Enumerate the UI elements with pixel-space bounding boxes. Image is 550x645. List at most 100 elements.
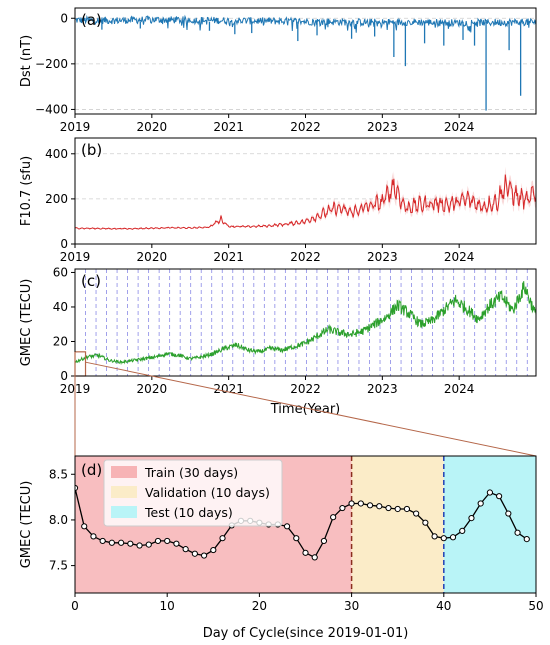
x-tick-label: 2020	[137, 250, 168, 264]
y-tick-label: 20	[53, 334, 68, 348]
gmec-daily-point	[90, 533, 97, 540]
x-tick-label: 2024	[444, 120, 475, 134]
y-tick-label: 0	[60, 369, 68, 383]
gmec-daily-point	[348, 500, 355, 507]
x-tick-label: 2023	[367, 382, 398, 396]
panel-label: (d)	[81, 461, 102, 479]
y-tick-label: 400	[45, 147, 68, 161]
panel-a: 0 −200 −400 2019 2020 2021 2022 2023 2024 Dst (nT…	[19, 7, 537, 134]
x-tick-label: 2024	[444, 250, 475, 264]
gmec-daily-point	[293, 535, 300, 542]
y-tick-label: −400	[35, 102, 68, 116]
gmec-daily-point	[449, 534, 457, 541]
gmec-daily-point	[431, 533, 438, 540]
legend-box	[103, 459, 283, 527]
y-tick-label: 40	[53, 300, 68, 314]
legend-swatch	[111, 506, 137, 518]
gmec-daily-point	[127, 540, 134, 547]
x-tick-label: 2022	[290, 120, 321, 134]
y-axis-label: Dst (nT)	[19, 35, 34, 87]
x-tick-label: 2019	[60, 250, 91, 264]
f107-series-line	[75, 174, 536, 230]
gmec-daily-point	[440, 535, 447, 542]
y-axis-label: F10.7 (sfu)	[19, 156, 34, 226]
y-tick-label: 200	[45, 192, 68, 206]
legend-label: Train (30 days)	[144, 465, 238, 480]
gmec-daily-point	[81, 523, 88, 530]
gmec-daily-point	[219, 535, 226, 542]
gmec-daily-point	[357, 500, 364, 507]
gmec-daily-point	[302, 549, 309, 556]
legend-label: Validation (10 days)	[145, 485, 270, 500]
y-tick-label: 60	[53, 265, 68, 279]
x-tick-label: 40	[436, 599, 451, 613]
gmec-series-line	[75, 281, 536, 366]
x-tick-label: 2021	[213, 382, 244, 396]
gmec-daily-point	[191, 550, 198, 557]
legend-swatch	[111, 466, 137, 478]
x-axis-label: Day of Cycle(since 2019-01-01)	[203, 626, 409, 641]
legend: Train (30 days) Validation (10 days) Test …	[103, 459, 283, 527]
x-axis-label: Time(Year)	[270, 402, 340, 417]
y-axis-label: GMEC (TECU)	[19, 481, 34, 569]
validation-region	[351, 456, 444, 593]
gmec-daily-point	[413, 510, 420, 517]
gmec-daily-point	[311, 554, 318, 561]
gmec-daily-point	[403, 505, 411, 513]
gmec-daily-point	[108, 539, 115, 546]
axes-frame	[74, 137, 537, 245]
y-tick-label: 0	[60, 11, 68, 25]
x-tick-label: 2021	[213, 120, 244, 134]
x-tick-label: 2022	[290, 250, 321, 264]
x-tick-label: 2020	[137, 120, 168, 134]
gmec-daily-point	[376, 503, 383, 510]
x-tick-label: 30	[344, 599, 359, 613]
legend-label: Test (10 days)	[144, 505, 233, 520]
legend-swatch	[111, 486, 137, 498]
test-region	[443, 456, 536, 593]
gmec-daily-point	[118, 539, 125, 546]
y-tick-label: 0	[60, 237, 68, 251]
gmec-daily-point	[459, 527, 466, 534]
gmec-daily-point	[182, 546, 189, 553]
x-tick-label: 2023	[367, 250, 398, 264]
x-tick-label: 2024	[444, 382, 475, 396]
gmec-daily-point	[505, 510, 512, 517]
gmec-daily-point	[164, 537, 171, 545]
y-axis-label: GMEC (TECU)	[19, 279, 34, 367]
x-tick-label: 2019	[60, 120, 91, 134]
y-tick-label: 8.5	[49, 467, 68, 481]
gmec-daily-point	[210, 546, 217, 554]
x-tick-label: 0	[71, 599, 79, 613]
y-tick-label: 7.5	[49, 559, 68, 573]
x-tick-label: 2022	[290, 382, 321, 396]
gmec-daily-point	[523, 536, 530, 543]
x-tick-label: 20	[252, 599, 267, 613]
plot-area	[75, 14, 536, 111]
panel-d: 0 10 20 30 40 50 7.5 8.0 8.5 GMEC (TECU) Day of Cy…	[19, 455, 544, 641]
dst-series-line	[75, 14, 536, 33]
gmec-daily-point	[320, 537, 328, 545]
y-tick-label: 8.0	[49, 513, 68, 527]
gmec-daily-point	[486, 489, 493, 496]
x-tick-label: 10	[160, 599, 175, 613]
gmec-daily-point	[496, 493, 503, 500]
gmec-daily-point	[99, 537, 106, 545]
gmec-daily-point	[173, 540, 180, 547]
gmec-daily-point	[468, 515, 475, 522]
gmec-daily-point	[477, 500, 484, 507]
gmec-daily-point	[283, 523, 291, 530]
axes-frame	[74, 268, 537, 377]
y-tick-label: −200	[35, 57, 68, 71]
panel-label: (a)	[81, 11, 102, 29]
gmec-daily-point	[422, 519, 429, 526]
gmec-daily-point	[154, 537, 162, 545]
x-tick-label: 2021	[213, 250, 244, 264]
gmec-daily-point	[339, 504, 346, 512]
x-tick-label: 50	[528, 599, 543, 613]
panel-b: 0 200 400 2019 2020 2021 2022 2023 2024 F10.7 (sf…	[19, 137, 537, 264]
zoom-box	[74, 351, 87, 377]
x-tick-label: 2023	[367, 120, 398, 134]
